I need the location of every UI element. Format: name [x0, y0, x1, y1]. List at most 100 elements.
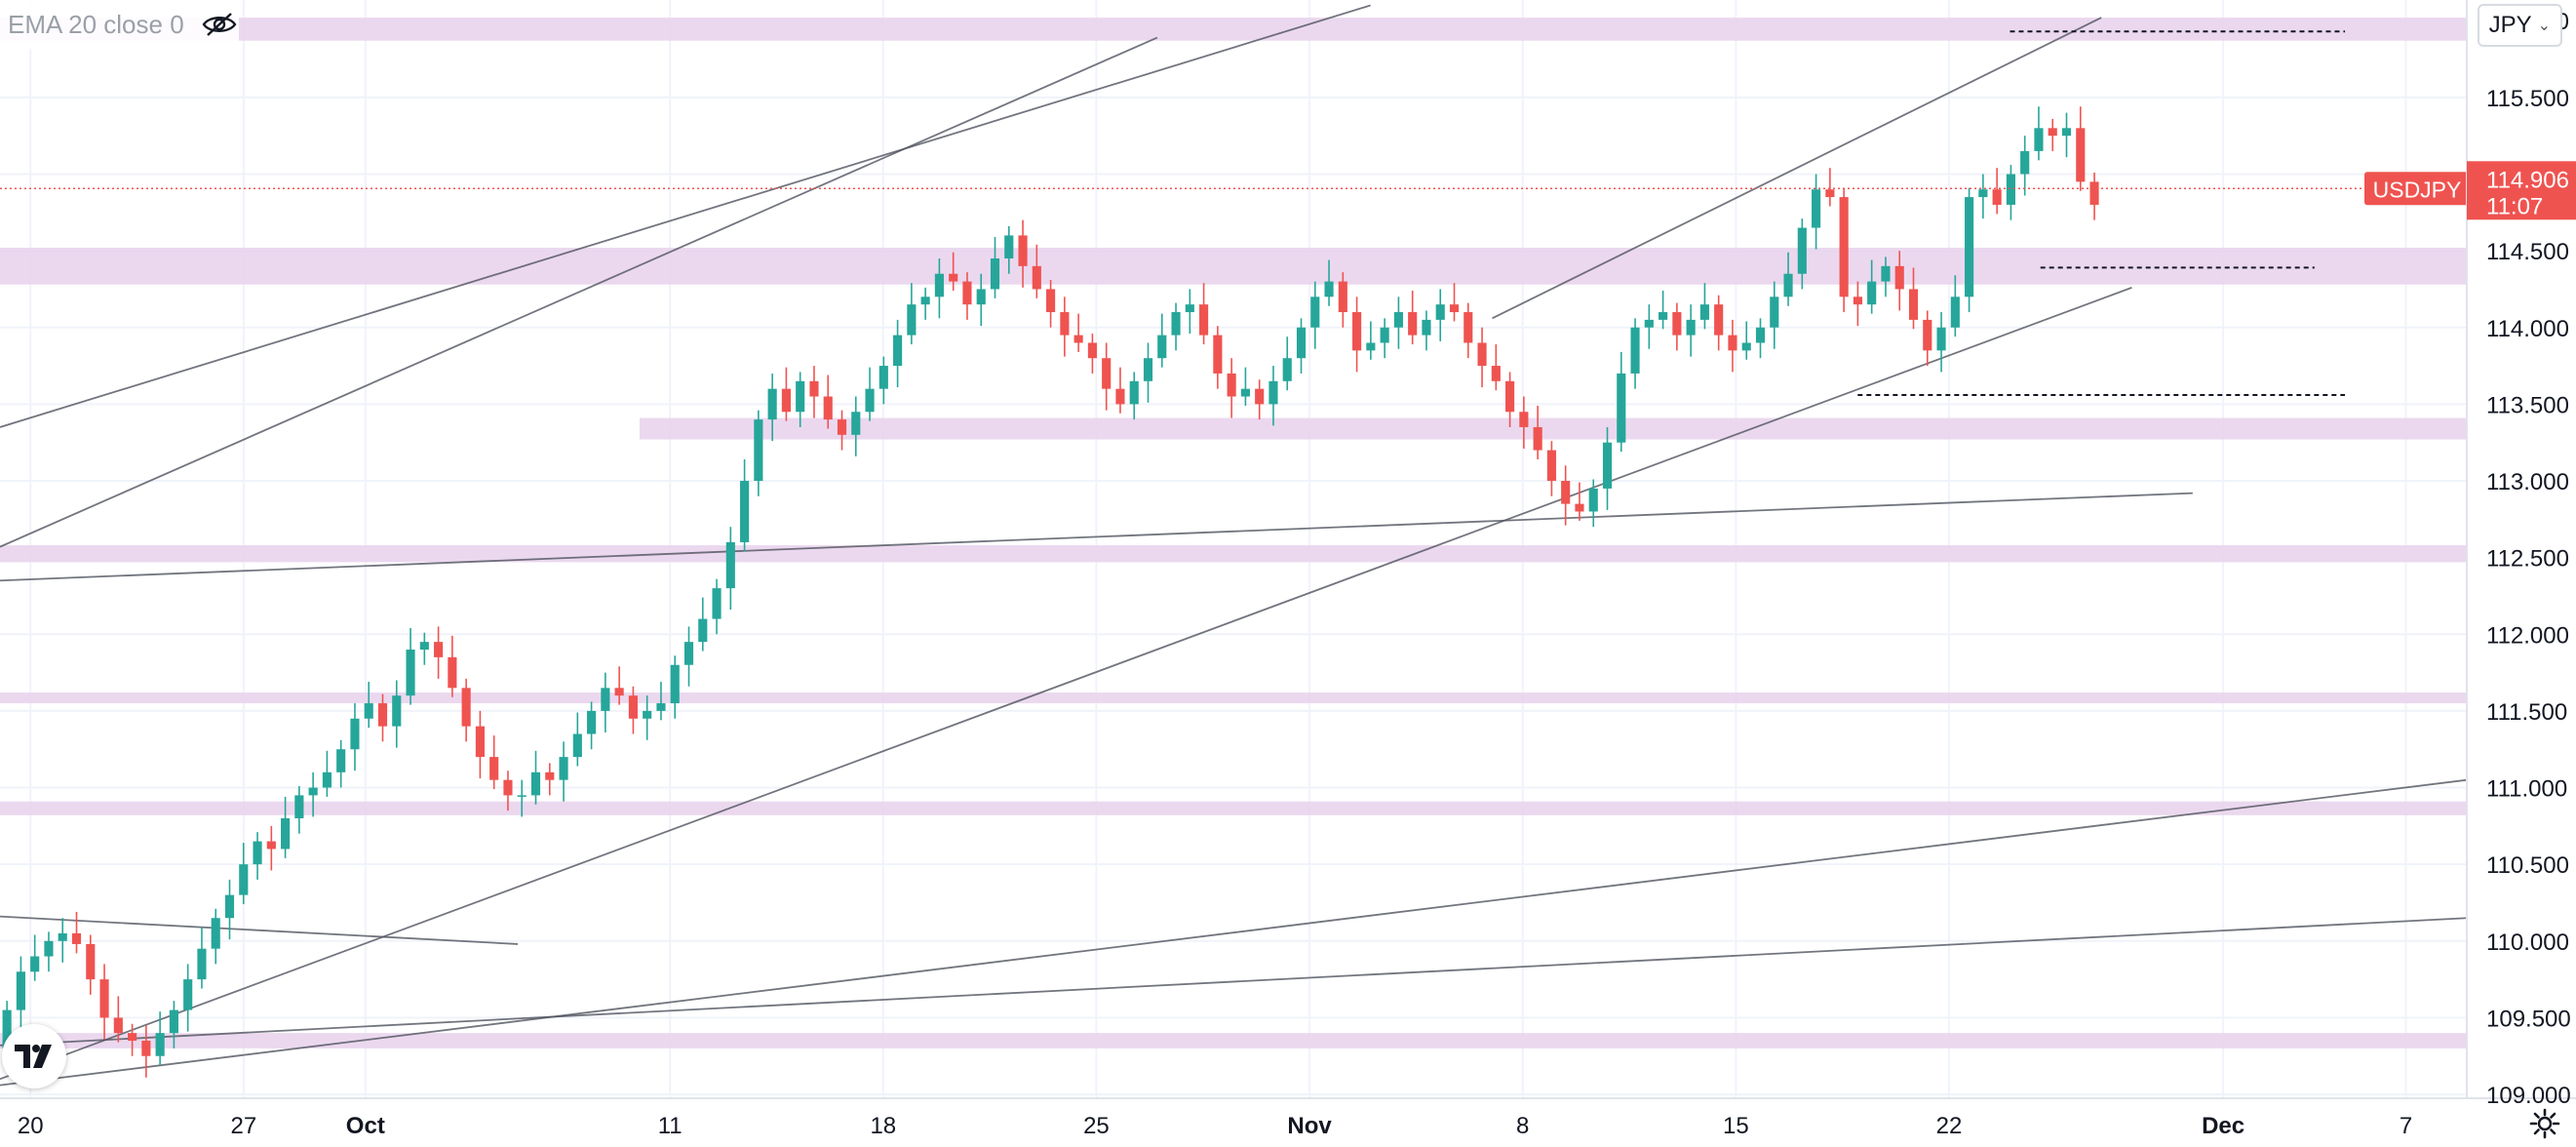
zone	[0, 801, 2467, 815]
candle-body	[1143, 358, 1153, 381]
candle-body	[336, 749, 346, 772]
candle-body	[1422, 319, 1431, 336]
candle-body	[796, 380, 805, 413]
candle-body	[1825, 189, 1835, 198]
candle-body	[712, 588, 722, 619]
candle-body	[1923, 319, 1932, 351]
candle-body	[1533, 426, 1542, 451]
candle-body	[837, 419, 847, 435]
candle-body	[1046, 289, 1056, 313]
candle-body	[350, 718, 360, 750]
candle-body	[1491, 366, 1501, 381]
candle-body	[907, 304, 917, 336]
candle-body	[545, 771, 555, 780]
candle-body	[1617, 373, 1626, 443]
candle-body	[698, 618, 708, 643]
candle-body	[155, 1033, 165, 1056]
eye-off-icon[interactable]	[200, 10, 239, 39]
candle-body	[1199, 304, 1209, 336]
symbol-label: USDJPY	[2373, 177, 2462, 202]
candle-body	[949, 273, 958, 282]
candle-body	[865, 388, 875, 413]
candle-body	[211, 918, 220, 949]
candle-body	[683, 642, 694, 665]
candle-body	[1435, 304, 1445, 320]
candle-body	[461, 688, 471, 727]
candle-body	[920, 297, 930, 305]
candle-body	[1310, 297, 1320, 328]
trend-line	[0, 492, 2193, 582]
candle-body	[1672, 312, 1682, 336]
candle-body	[183, 979, 193, 1010]
candle-body	[1366, 342, 1376, 351]
symbol-tag	[2364, 172, 2470, 206]
candle-body	[1240, 388, 1250, 397]
candle-body	[141, 1041, 151, 1056]
zone	[0, 247, 2467, 285]
tradingview-logo-icon[interactable]	[2, 1024, 66, 1088]
x-tick-label: 8	[1516, 1113, 1529, 1139]
candle-body	[2006, 174, 2015, 205]
candle-body	[1380, 327, 1389, 343]
candle-body	[239, 864, 249, 895]
candle-body	[224, 894, 235, 919]
candle-body	[754, 419, 763, 482]
candle-body	[1073, 335, 1083, 343]
y-tick-label: 109.000	[2486, 1083, 2571, 1109]
candle-body	[1714, 304, 1724, 336]
countdown-label: 11:07	[2486, 193, 2543, 219]
y-tick-label: 113.000	[2486, 469, 2569, 495]
candle-body	[934, 273, 944, 297]
trend-line	[0, 915, 519, 945]
candle-body	[58, 932, 67, 941]
y-tick-label: 111.500	[2486, 699, 2567, 726]
x-tick-label: 11	[658, 1113, 683, 1139]
candle-body	[1157, 335, 1167, 359]
trend-line	[0, 4, 1371, 428]
gear-icon[interactable]	[2527, 1106, 2562, 1141]
x-tick-label: 15	[1723, 1113, 1749, 1139]
zone	[0, 18, 2467, 41]
candle-body	[1227, 373, 1236, 397]
candle-body	[406, 650, 415, 696]
candle-body	[1950, 297, 1960, 328]
candle-body	[392, 695, 402, 727]
candle-body	[1978, 189, 1988, 198]
candle-body	[1087, 342, 1097, 359]
y-tick-label: 114.500	[2486, 239, 2569, 265]
candle-body	[1115, 388, 1125, 405]
y-tick-label: 110.000	[2486, 929, 2569, 956]
candle-body	[1728, 335, 1737, 351]
x-tick-label: 18	[870, 1113, 896, 1139]
time-axis-bg	[0, 1098, 2576, 1147]
x-tick-label: 7	[2400, 1113, 2412, 1139]
y-tick-label: 114.000	[2486, 316, 2569, 342]
candle-body	[1464, 312, 1473, 343]
candle-body	[670, 664, 680, 704]
candle-body	[1393, 312, 1403, 328]
candle-body	[1505, 380, 1515, 413]
candle-body	[1686, 319, 1696, 336]
trend-line	[0, 778, 2468, 1087]
candle-body	[1575, 503, 1584, 512]
trend-line	[0, 36, 1158, 548]
candle-body	[2089, 181, 2099, 205]
x-tick-label: 27	[231, 1113, 257, 1139]
currency-dropdown[interactable]: JPY ⌄	[2477, 4, 2562, 47]
candle-body	[253, 841, 262, 865]
trend-lines	[0, 4, 2468, 1087]
candles	[2, 106, 2099, 1078]
candle-body	[1894, 265, 1904, 290]
candle-body	[1324, 281, 1334, 297]
candle-body	[851, 412, 861, 435]
candle-body	[1659, 312, 1668, 320]
candle-body	[44, 940, 54, 957]
x-tick-label: 25	[1083, 1113, 1110, 1139]
candle-body	[1770, 297, 1779, 328]
candle-body	[266, 841, 276, 850]
candle-body	[169, 1009, 178, 1034]
candle-body	[16, 971, 25, 1010]
indicator-legend[interactable]: EMA 20 close 0	[0, 0, 239, 49]
candle-body	[781, 388, 791, 413]
